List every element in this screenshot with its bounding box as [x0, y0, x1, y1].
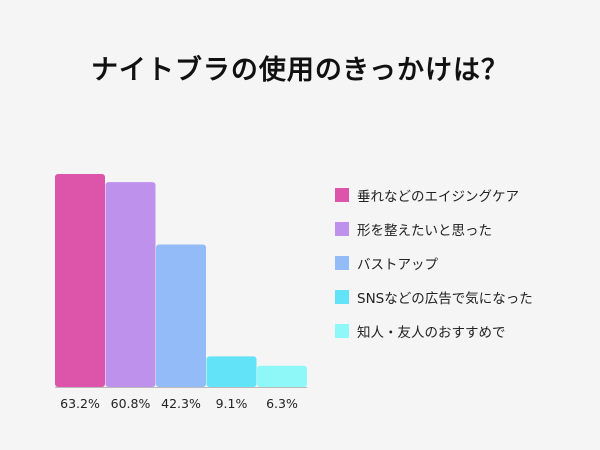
legend-label-1: 垂れなどのエイジングケア [357, 189, 519, 205]
value-label-5: 6.3% [266, 396, 298, 411]
value-label-2: 60.8% [111, 396, 151, 411]
legend-swatch-4 [335, 290, 349, 304]
chart-legend: 垂れなどのエイジングケア 形を整えたいと思った バストアップ SNSなどの広告で気にな… [335, 178, 533, 348]
bar-1 [55, 174, 105, 387]
legend-item-1: 垂れなどのエイジングケア [335, 178, 533, 212]
bar-2 [105, 182, 156, 387]
legend-label-3: バストアップ [357, 257, 438, 273]
legend-item-4: SNSなどの広告で気になった [335, 280, 533, 314]
legend-swatch-5 [335, 324, 349, 338]
legend-label-4: SNSなどの広告で気になった [357, 291, 533, 307]
bar-group [55, 174, 307, 387]
bar-4 [206, 356, 257, 387]
value-label-4: 9.1% [216, 396, 248, 411]
bar-5 [257, 365, 307, 387]
legend-label-5: 知人・友人のおすすめで [357, 325, 506, 341]
value-label-3: 42.3% [161, 396, 201, 411]
value-label-1: 63.2% [60, 396, 100, 411]
legend-swatch-1 [335, 188, 349, 202]
legend-swatch-3 [335, 256, 349, 270]
value-label-group: 63.2% 60.8% 42.3% 9.1% 6.3% [60, 396, 298, 411]
legend-item-5: 知人・友人のおすすめで [335, 314, 533, 348]
legend-item-2: 形を整えたいと思った [335, 212, 533, 246]
legend-label-2: 形を整えたいと思った [357, 223, 492, 239]
chart-title: ナイトブラの使用のきっかけは？ [90, 55, 510, 86]
legend-item-3: バストアップ [335, 246, 533, 280]
bar-3 [156, 244, 206, 387]
legend-swatch-2 [335, 222, 349, 236]
